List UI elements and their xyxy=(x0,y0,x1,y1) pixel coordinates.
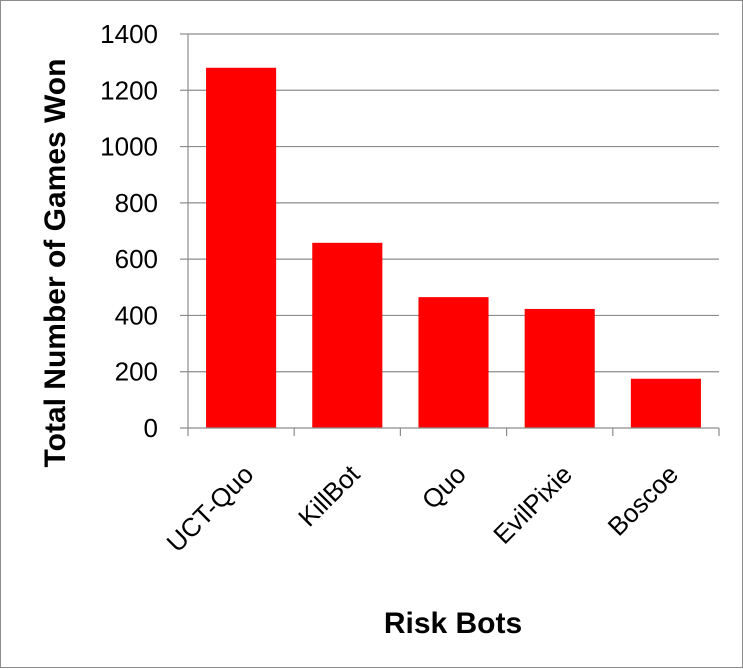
y-tick-label: 400 xyxy=(115,300,158,330)
y-tick-label: 800 xyxy=(115,188,158,218)
bar-boscoe xyxy=(630,378,701,428)
y-tick-label: 0 xyxy=(144,413,158,443)
y-tick-label: 1000 xyxy=(100,132,158,162)
x-tick-labels: UCT-Quo KillBot Quo EvilPixie Boscoe xyxy=(160,458,684,557)
bar-evilpixie xyxy=(524,308,595,428)
x-tick-label: UCT-Quo xyxy=(160,459,259,558)
x-tick-label: EvilPixie xyxy=(487,459,578,550)
bars xyxy=(206,67,701,429)
x-tick-label: KillBot xyxy=(292,458,366,532)
y-tick-label: 200 xyxy=(115,357,158,387)
bar-quo xyxy=(418,297,489,428)
bar-uct-quo xyxy=(206,67,277,429)
y-tick-label: 600 xyxy=(115,244,158,274)
x-axis-title: Risk Bots xyxy=(384,607,522,640)
y-tick-label: 1200 xyxy=(100,75,158,105)
y-axis-title: Total Number of Games Won xyxy=(39,59,72,468)
y-tick-label: 1400 xyxy=(100,19,158,49)
x-tick-label: Boscoe xyxy=(602,459,685,542)
axes xyxy=(180,33,720,436)
bar-killbot xyxy=(312,242,383,428)
x-tick-label: Quo xyxy=(416,459,472,515)
y-tick-labels: 0 200 400 600 800 1000 1200 1400 xyxy=(100,19,158,443)
gridlines xyxy=(188,33,719,373)
